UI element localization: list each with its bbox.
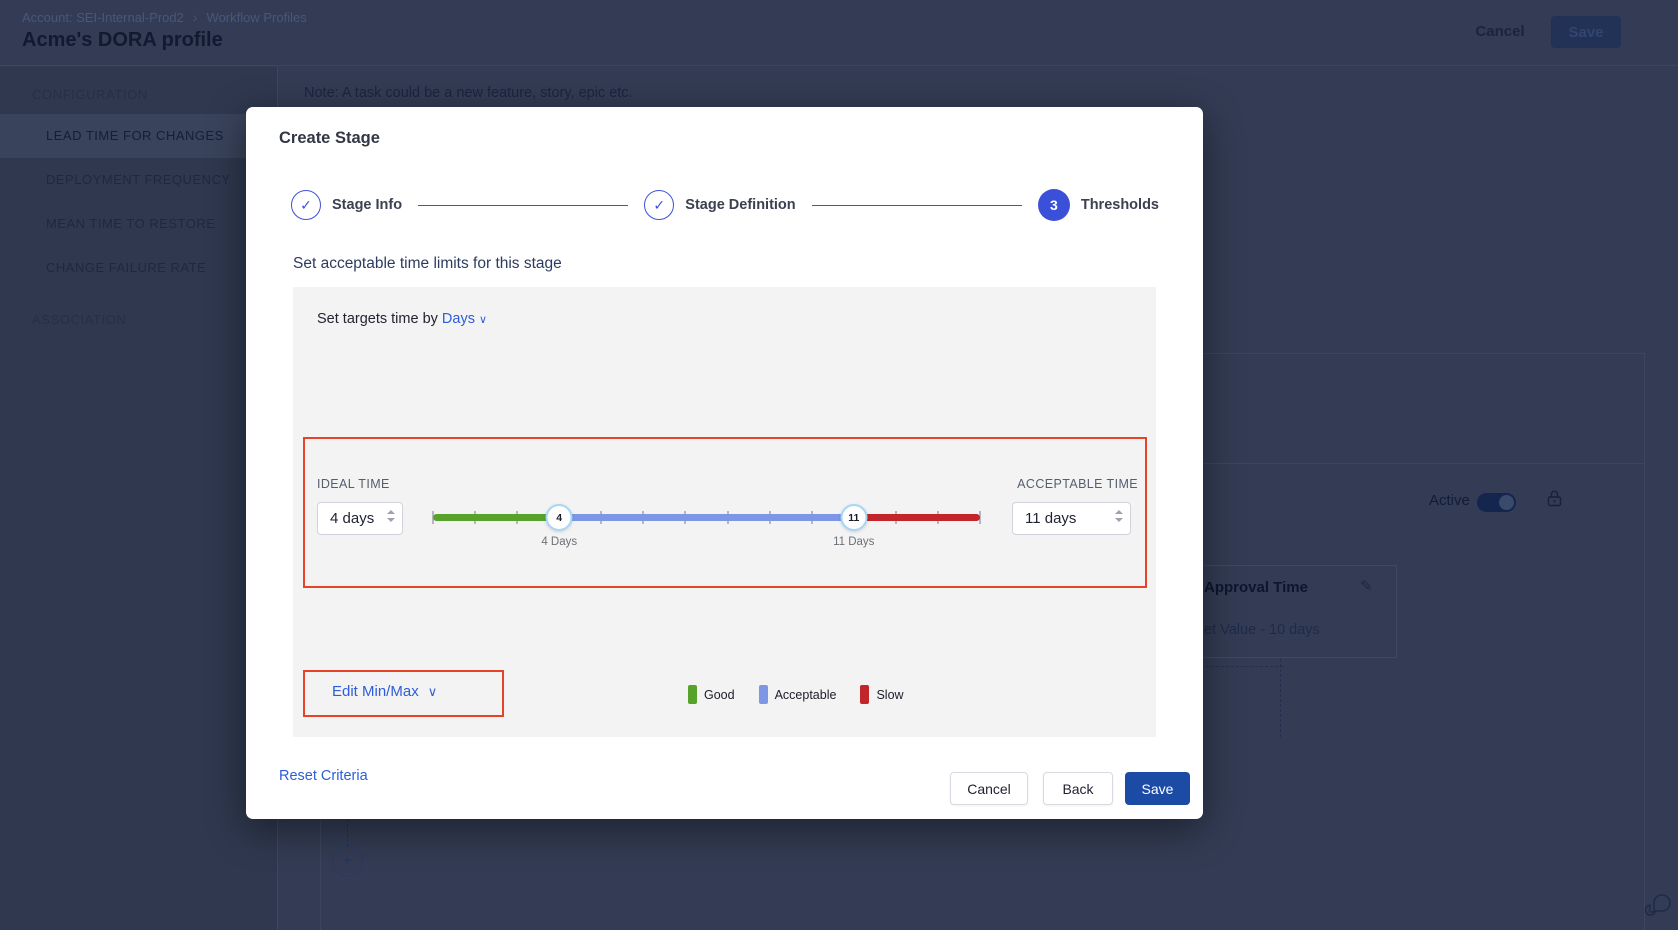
chevron-right-icon: › — [192, 9, 198, 25]
slider-segment-good — [433, 514, 560, 521]
add-stage-button[interactable]: + — [332, 846, 363, 877]
sidebar-item-change-failure-rate[interactable]: CHANGE FAILURE RATE — [46, 260, 207, 275]
stepper-connector — [418, 204, 629, 206]
modal-back-button[interactable]: Back — [1043, 772, 1113, 805]
slider-handle-lower[interactable]: 4 — [545, 504, 573, 531]
legend-label: Slow — [876, 687, 904, 702]
spinner-down-icon[interactable] — [387, 518, 395, 522]
slider-segment-acceptable — [559, 514, 854, 521]
page-title: Acme's DORA profile — [22, 29, 223, 51]
header-save-button[interactable]: Save — [1551, 16, 1621, 48]
slider-lower-value-label: 4 Days — [541, 536, 578, 548]
chevron-down-icon: ∨ — [427, 683, 438, 699]
approval-time-value: et Value - 10 days — [1204, 622, 1320, 638]
breadcrumb-section-link[interactable]: Workflow Profiles — [206, 9, 307, 25]
legend-item-good: Good — [688, 685, 735, 704]
sidebar-item-lead-time-for-changes[interactable]: LEAD TIME FOR CHANGES — [0, 114, 277, 158]
acceptable-time-input[interactable] — [1013, 510, 1130, 527]
threshold-slider[interactable]: 4 11 4 Days 11 Days — [432, 500, 981, 548]
target-by-row: Set targets time by Days ∨ — [317, 311, 487, 327]
lock-icon[interactable] — [1546, 489, 1563, 513]
stepper-connector — [811, 204, 1022, 206]
thresholds-panel: Set targets time by Days ∨ IDEAL TIME ACC… — [293, 287, 1156, 737]
modal-cancel-button[interactable]: Cancel — [950, 772, 1028, 805]
stepper: ✓ Stage Info ✓ Stage Definition 3 Thresh… — [291, 189, 1159, 221]
legend-item-slow: Slow — [860, 685, 904, 704]
step-label: Stage Definition — [685, 197, 796, 213]
check-icon: ✓ — [300, 196, 312, 213]
slider-legend: Good Acceptable Slow — [688, 685, 904, 704]
edit-pencil-icon[interactable]: ✎ — [1360, 578, 1373, 595]
breadcrumb-account-link[interactable]: Account: SEI-Internal-Prod2 — [22, 9, 184, 25]
step-stage-info[interactable]: ✓ Stage Info — [291, 190, 402, 220]
sidebar-section-association: ASSOCIATION — [32, 312, 127, 327]
spinner-down-icon[interactable] — [1115, 518, 1123, 522]
modal-save-button[interactable]: Save — [1125, 772, 1190, 805]
sidebar-item-deployment-frequency[interactable]: DEPLOYMENT FREQUENCY — [46, 172, 231, 187]
step-label: Stage Info — [332, 197, 403, 213]
sidebar-section-configuration: CONFIGURATION — [32, 87, 148, 102]
step-active-circle: 3 — [1037, 189, 1070, 221]
check-icon: ✓ — [653, 196, 666, 213]
thresholds-heading: Set acceptable time limits for this stag… — [293, 255, 562, 272]
spinner — [1115, 510, 1123, 522]
sidebar-item-mean-time-to-restore[interactable]: MEAN TIME TO RESTORE — [46, 216, 216, 231]
slider-upper-value-label: 11 Days — [833, 536, 875, 548]
create-stage-modal: Create Stage ✓ Stage Info ✓ Stage Defini… — [246, 107, 1203, 819]
ideal-time-input-wrap — [317, 502, 403, 535]
connector-dashed-line — [347, 819, 348, 847]
ideal-time-label: IDEAL TIME — [317, 477, 390, 491]
step-number: 3 — [1049, 197, 1058, 213]
header-cancel-button[interactable]: Cancel — [1460, 14, 1540, 48]
step-complete-circle: ✓ — [644, 190, 675, 220]
page-header: Account: SEI-Internal-Prod2 › Workflow P… — [0, 0, 1678, 66]
legend-label: Acceptable — [774, 687, 837, 702]
modal-title: Create Stage — [279, 129, 380, 147]
breadcrumb: Account: SEI-Internal-Prod2 › Workflow P… — [22, 9, 307, 25]
reset-criteria-link[interactable]: Reset Criteria — [279, 768, 368, 784]
edit-minmax-button[interactable]: Edit Min/Max ∨ — [332, 683, 438, 700]
chevron-down-icon: ∨ — [478, 314, 488, 326]
acceptable-time-input-wrap — [1012, 502, 1131, 535]
legend-label: Good — [704, 687, 735, 702]
spinner-up-icon[interactable] — [1115, 510, 1123, 514]
legend-swatch — [688, 685, 697, 704]
connector-dashed-line — [1280, 659, 1281, 737]
spinner-up-icon[interactable] — [387, 510, 395, 514]
active-toggle[interactable] — [1477, 493, 1516, 512]
spinner — [387, 510, 395, 522]
step-thresholds[interactable]: 3 Thresholds — [1037, 189, 1159, 221]
step-complete-circle: ✓ — [291, 190, 321, 220]
step-stage-definition[interactable]: ✓ Stage Definition — [644, 190, 796, 220]
legend-swatch — [860, 685, 870, 704]
active-label: Active — [1429, 492, 1470, 509]
target-by-label: Set targets time by — [317, 311, 438, 327]
step-label: Thresholds — [1080, 197, 1159, 213]
toggle-knob-icon — [1499, 495, 1514, 510]
slider-tick — [979, 511, 981, 524]
chat-help-icon[interactable] — [1644, 890, 1673, 923]
legend-item-acceptable: Acceptable — [758, 685, 837, 704]
ideal-time-input[interactable] — [318, 510, 402, 527]
slider-segment-slow — [853, 514, 980, 521]
slider-handle-upper[interactable]: 11 — [840, 504, 868, 531]
unit-dropdown[interactable]: Days ∨ — [441, 311, 488, 327]
legend-swatch — [758, 685, 768, 704]
sidebar: CONFIGURATION LEAD TIME FOR CHANGES DEPL… — [0, 67, 278, 930]
plus-icon: + — [342, 851, 353, 870]
connector-dashed-line — [1206, 666, 1283, 667]
approval-time-title: Approval Time — [1204, 579, 1308, 596]
task-note-text: Note: A task could be a new feature, sto… — [304, 85, 633, 101]
acceptable-time-label: ACCEPTABLE TIME — [1017, 477, 1138, 491]
